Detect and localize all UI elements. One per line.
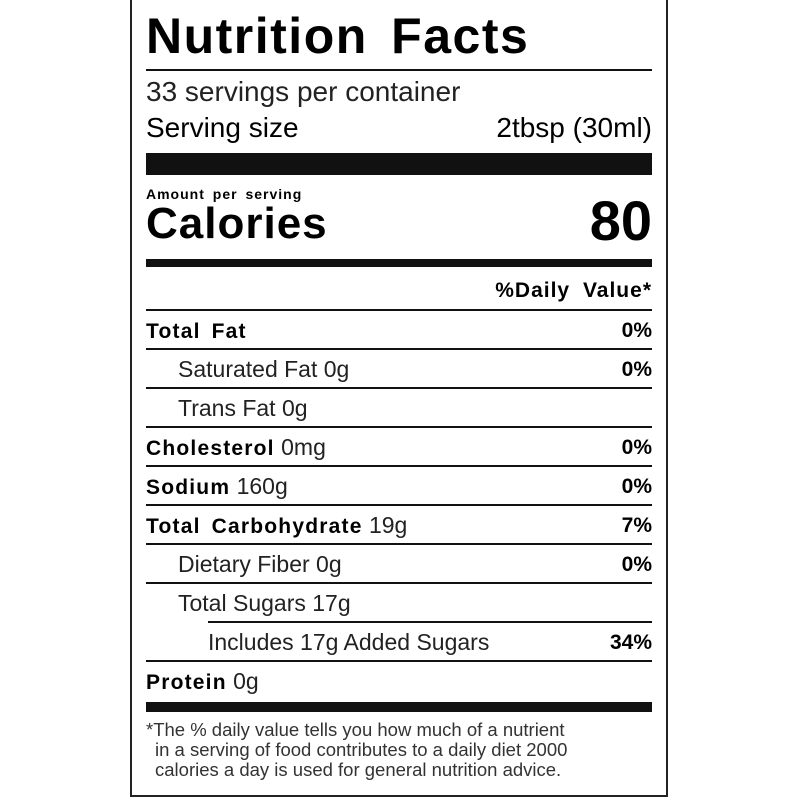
- nutrient-amount: 160g: [236, 473, 288, 499]
- nutrient-label: Saturated Fat 0g: [178, 356, 350, 382]
- servings-per-container: 33 servings per container: [146, 76, 461, 107]
- divider: [146, 582, 652, 584]
- footnote: *The % daily value tells you how much of…: [146, 720, 656, 780]
- divider: [146, 426, 652, 428]
- divider: [146, 504, 652, 506]
- nutrient-label: Total Fat: [146, 320, 247, 343]
- nutrient-row-trans-fat: Trans Fat 0g: [146, 389, 652, 428]
- nutrient-pct: 0%: [621, 319, 652, 342]
- footnote-line: calories a day is used for general nutri…: [155, 759, 562, 780]
- divider: [146, 69, 652, 71]
- divider: [146, 309, 652, 311]
- serving-size-value: 2tbsp (30ml): [496, 112, 652, 143]
- nutrient-label: Total Carbohydrate: [146, 515, 363, 538]
- nutrient-label: Total Sugars 17g: [178, 590, 351, 616]
- nutrient-pct: 0%: [621, 436, 652, 459]
- nutrient-pct: 0%: [621, 553, 652, 576]
- nutrient-label: Includes 17g Added Sugars: [208, 629, 490, 655]
- nutrient-label: Cholesterol: [146, 437, 275, 460]
- nutrient-row-saturated-fat: Saturated Fat 0g 0%: [146, 350, 652, 389]
- nutrient-label: Sodium: [146, 476, 231, 499]
- nutrient-pct: 7%: [621, 514, 652, 537]
- calories-label: Calories: [146, 199, 328, 248]
- nutrient-row-total-fat: Total Fat 0%: [146, 311, 652, 350]
- thick-divider: [146, 702, 652, 712]
- divider: [146, 660, 652, 662]
- divider: [146, 543, 652, 545]
- nutrition-facts-label: Nutrition Facts 33 servings per containe…: [130, 0, 668, 797]
- footnote-line: in a serving of food contributes to a da…: [155, 739, 568, 760]
- calories-value: 80: [589, 189, 652, 252]
- divider: [208, 621, 652, 623]
- nutrient-label: Dietary Fiber 0g: [178, 551, 342, 577]
- label-title: Nutrition Facts: [146, 8, 530, 64]
- nutrient-amount: 0g: [233, 668, 259, 694]
- nutrient-pct: 0%: [621, 358, 652, 381]
- nutrient-pct: 34%: [609, 631, 652, 654]
- nutrient-row-cholesterol: Cholesterol 0mg 0%: [146, 428, 652, 467]
- nutrient-row-dietary-fiber: Dietary Fiber 0g 0%: [146, 545, 652, 584]
- nutrient-row-total-sugars: Total Sugars 17g: [146, 584, 652, 623]
- nutrient-row-protein: Protein 0g: [146, 662, 652, 701]
- footnote-line: *The % daily value tells you how much of…: [146, 719, 565, 740]
- nutrient-row-total-carbohydrate: Total Carbohydrate 19g 7%: [146, 506, 652, 545]
- daily-value-header: %Daily Value*: [495, 279, 652, 302]
- nutrient-label: Protein: [146, 671, 227, 694]
- nutrient-label: Trans Fat 0g: [178, 395, 308, 421]
- nutrient-pct: 0%: [621, 475, 652, 498]
- serving-size-label: Serving size: [146, 112, 299, 143]
- medium-divider: [146, 259, 652, 267]
- nutrient-amount: 19g: [368, 512, 408, 538]
- thick-divider: [146, 153, 652, 175]
- nutrient-amount: 0mg: [281, 434, 326, 460]
- amount-per-serving: Amount per serving: [146, 186, 303, 202]
- divider: [146, 348, 652, 350]
- divider: [146, 465, 652, 467]
- nutrient-row-sodium: Sodium 160g 0%: [146, 467, 652, 506]
- divider: [146, 387, 652, 389]
- nutrient-row-added-sugars: Includes 17g Added Sugars 34%: [146, 623, 652, 662]
